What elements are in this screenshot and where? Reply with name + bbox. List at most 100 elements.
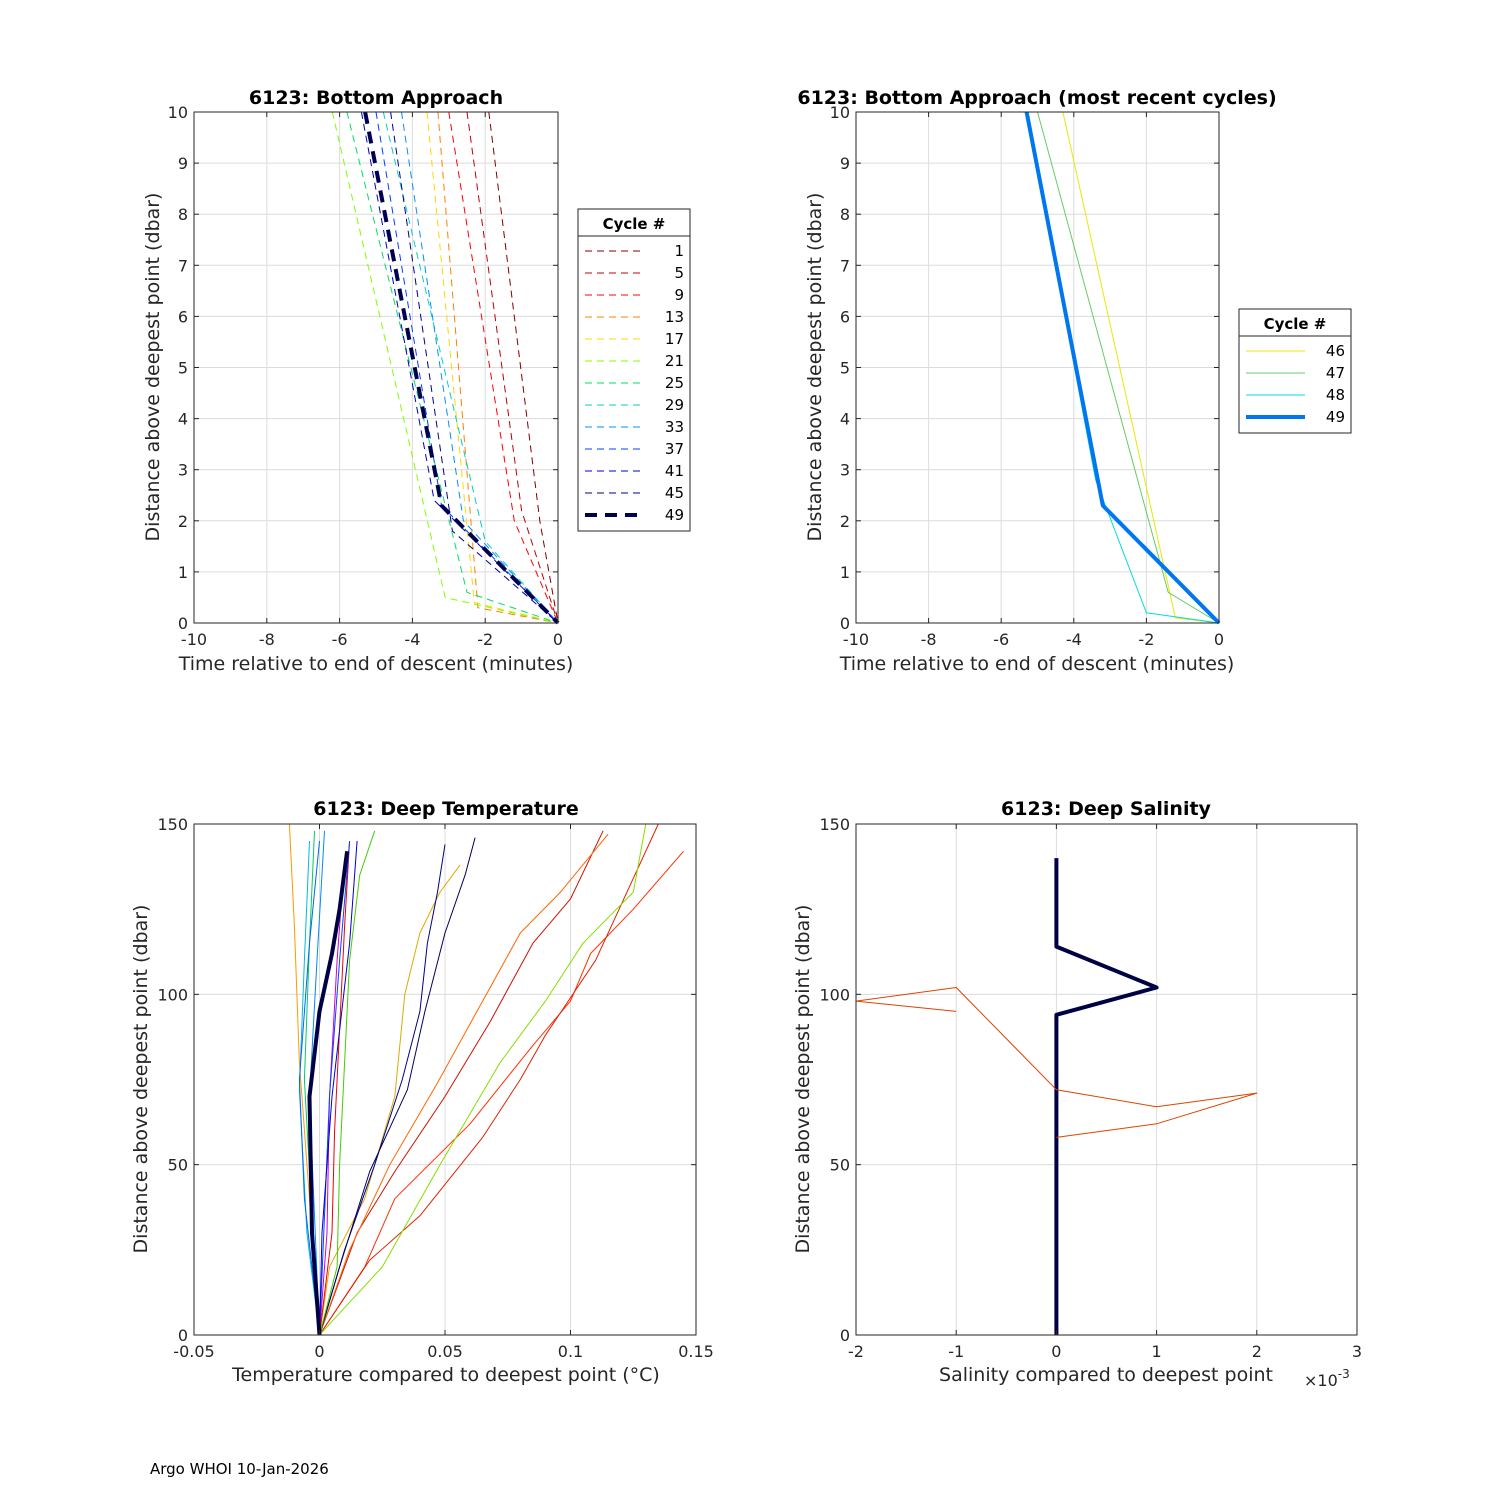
x-tick-label: 0 — [1051, 1342, 1061, 1361]
series-line-1 — [319, 850, 684, 1336]
series-line-49 — [363, 111, 560, 625]
legend-label-37: 37 — [665, 440, 684, 458]
legend-label-5: 5 — [674, 264, 684, 282]
x-tick-label: -4 — [404, 630, 420, 649]
x-tick-label: -6 — [993, 630, 1009, 649]
x-axis-label: Salinity compared to deepest point — [939, 1364, 1273, 1386]
y-tick-label: 2 — [840, 512, 850, 531]
y-tick-label: 7 — [178, 256, 188, 275]
legend-label-47: 47 — [1326, 364, 1345, 382]
series-line-33 — [401, 111, 559, 624]
x-axis-label: Time relative to end of descent (minutes… — [178, 653, 574, 675]
y-axis-label: Distance above deepest point (dbar) — [142, 193, 164, 542]
x-tick-label: 1 — [1152, 1342, 1162, 1361]
y-tick-label: 8 — [840, 205, 850, 224]
x-tick-label: -1 — [948, 1342, 964, 1361]
series-line-17 — [426, 111, 559, 624]
x-axis-exponent: ×10-3 — [1304, 1367, 1350, 1390]
series-line-45 — [390, 111, 559, 624]
y-tick-label: 5 — [840, 359, 850, 378]
legend-title: Cycle # — [603, 215, 666, 233]
legend-label-46: 46 — [1326, 342, 1345, 360]
legend-label-29: 29 — [665, 396, 684, 414]
y-tick-label: 6 — [178, 307, 188, 326]
x-axis-label: Temperature compared to deepest point (°… — [231, 1364, 660, 1386]
x-tick-label: 3 — [1352, 1342, 1362, 1361]
legend-box — [1238, 308, 1352, 434]
series-line-5 — [466, 111, 559, 624]
legend-label-49: 49 — [1326, 408, 1345, 426]
legend-label-45: 45 — [665, 484, 684, 502]
chart-title: 6123: Bottom Approach — [249, 87, 503, 109]
y-tick-label: 1 — [178, 563, 188, 582]
y-tick-label: 2 — [178, 512, 188, 531]
legend-label-33: 33 — [665, 418, 684, 436]
series-line-17 — [319, 840, 358, 1336]
series-line-49 — [307, 851, 350, 1336]
exponent-base: ×10 — [1304, 1371, 1338, 1390]
legend-label-21: 21 — [665, 352, 684, 370]
x-tick-label: -2 — [477, 630, 493, 649]
y-tick-label: 50 — [168, 1156, 188, 1175]
legend-label-25: 25 — [665, 374, 684, 392]
y-tick-label: 50 — [830, 1156, 850, 1175]
x-tick-label: 0 — [553, 630, 563, 649]
legend-title: Cycle # — [1264, 315, 1327, 333]
x-tick-label: 2 — [1252, 1342, 1262, 1361]
y-tick-label: 0 — [178, 1326, 188, 1345]
y-tick-label: 0 — [840, 1326, 850, 1345]
y-tick-label: 100 — [819, 985, 850, 1004]
series-line-16 — [319, 840, 351, 1336]
y-axis-label: Distance above deepest point (dbar) — [130, 905, 152, 1254]
ticks: -2 -1 0 1 2 3 0 50 100 150 — [819, 815, 1362, 1361]
legend-label-48: 48 — [1326, 386, 1345, 404]
y-tick-label: 9 — [178, 154, 188, 173]
series-line-49 — [1024, 111, 1221, 625]
series-line-1 — [488, 111, 559, 624]
series-lines — [855, 858, 1258, 1335]
series-lines — [1024, 111, 1221, 625]
chart-title: 6123: Bottom Approach (most recent cycle… — [797, 87, 1276, 109]
y-tick-label: 150 — [157, 815, 188, 834]
y-tick-label: 8 — [178, 205, 188, 224]
y-tick-label: 0 — [178, 614, 188, 633]
axes-box — [855, 823, 1358, 1336]
y-tick-label: 10 — [168, 103, 188, 122]
series-line-5 — [319, 823, 647, 1336]
legend-label-49: 49 — [665, 506, 684, 524]
series-line-25 — [346, 111, 559, 624]
y-tick-label: 0 — [840, 614, 850, 633]
x-axis-label: Time relative to end of descent (minutes… — [839, 653, 1235, 675]
ticks: -10 -8 -6 -4 -2 0 0 1 2 3 4 5 6 7 8 9 10 — [830, 103, 1224, 649]
y-tick-label: 150 — [819, 815, 850, 834]
y-tick-label: 10 — [830, 103, 850, 122]
y-tick-label: 100 — [157, 985, 188, 1004]
series-line-49 — [1054, 858, 1159, 1335]
series-line-29 — [382, 111, 559, 624]
chart-title: 6123: Deep Temperature — [313, 798, 579, 820]
y-axis-label: Distance above deepest point (dbar) — [792, 905, 814, 1254]
series-line-9 — [448, 111, 559, 624]
x-tick-label: -6 — [332, 630, 348, 649]
y-axis-label: Distance above deepest point (dbar) — [804, 193, 826, 542]
series-line-18 — [298, 840, 320, 1336]
series-line-8 — [319, 837, 476, 1336]
series-lines — [331, 111, 560, 625]
legend: Cycle # 46 47 48 49 — [1238, 308, 1352, 434]
series-line-2 — [319, 823, 659, 1336]
x-tick-label: 0.1 — [558, 1342, 583, 1361]
ticks: -10 -8 -6 -4 -2 0 0 1 2 3 4 5 6 7 8 9 10 — [168, 103, 563, 649]
y-tick-label: 7 — [840, 256, 850, 275]
y-tick-label: 3 — [178, 461, 188, 480]
x-tick-label: -10 — [181, 630, 207, 649]
x-tick-label: -2 — [1138, 630, 1154, 649]
x-tick-label: 0 — [314, 1342, 324, 1361]
series-line-3 — [319, 830, 604, 1336]
grid — [193, 111, 559, 624]
series-line-13 — [437, 111, 559, 624]
y-tick-label: 3 — [840, 461, 850, 480]
y-tick-label: 1 — [840, 563, 850, 582]
